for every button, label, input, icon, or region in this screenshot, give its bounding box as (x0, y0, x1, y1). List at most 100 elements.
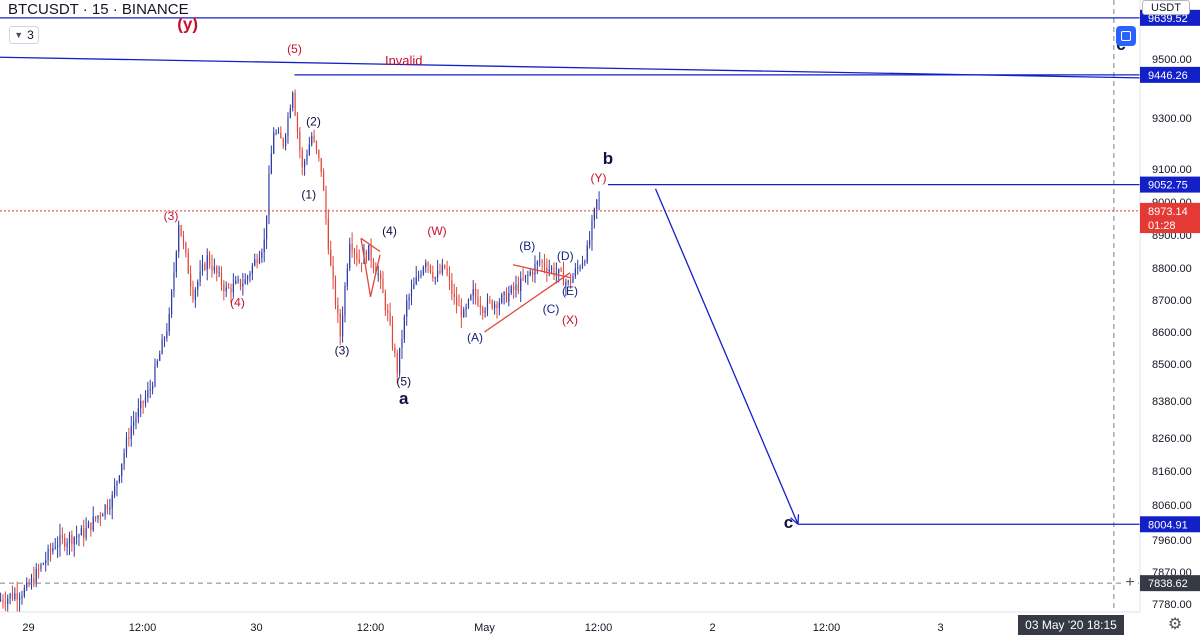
candle-body (45, 560, 47, 564)
candle-body (223, 284, 225, 292)
candle-body (19, 597, 21, 600)
candle-body (408, 296, 410, 301)
wave-label: (4) (230, 295, 245, 309)
candle-body (285, 135, 287, 147)
candle-body (380, 273, 382, 280)
candle-body (0, 599, 2, 601)
candle-body (11, 593, 14, 599)
candle-body (463, 309, 465, 318)
price-tick-label: 9500.00 (1152, 54, 1192, 66)
plus-icon[interactable]: + (1122, 575, 1138, 591)
projection-arrow (654, 188, 799, 525)
candle-body (159, 354, 161, 361)
candle-body (26, 582, 28, 589)
time-tick-label: 29 (22, 622, 34, 634)
candle-body (244, 279, 246, 284)
time-tick-label: May (474, 622, 495, 634)
wave-label: a (399, 389, 409, 408)
candle-body (263, 239, 265, 252)
price-label-text: 9052.75 (1148, 180, 1188, 192)
annotations: (y)(5)Invalid(3)(4)(2)(1)(4)(3)(5)a(W)(A… (164, 15, 1126, 532)
candle-body (209, 255, 211, 266)
candle-body (586, 245, 588, 262)
candle-body (133, 421, 135, 426)
price-tick-label: 8700.00 (1152, 295, 1192, 307)
candle-body (539, 261, 541, 263)
candle-body (144, 397, 147, 404)
wave-label: (5) (287, 42, 302, 56)
candle-body (154, 365, 156, 386)
candle-body (59, 535, 61, 546)
candle-body (522, 278, 524, 280)
pattern-line (360, 237, 381, 253)
candle-body (171, 290, 173, 314)
candle-body (85, 527, 87, 538)
candle-body (242, 283, 244, 287)
candle-body (90, 522, 92, 531)
wave-label: (4) (382, 224, 397, 238)
candle-body (372, 260, 375, 269)
candle-body (325, 190, 327, 219)
candle-body (190, 273, 192, 287)
candle-body (484, 310, 486, 313)
candle-body (61, 535, 63, 538)
candle-body (346, 268, 348, 287)
candle-body (104, 505, 106, 515)
currency-label[interactable]: USDT (1142, 0, 1190, 15)
arrow-head (790, 517, 799, 525)
candle-body (418, 275, 420, 278)
candle-body (47, 548, 49, 561)
candle-body (116, 481, 118, 486)
candle-body (256, 259, 258, 264)
time-tick-label: 3 (937, 622, 943, 634)
candle-body (83, 528, 85, 538)
candle-body (475, 289, 477, 298)
candle-body (137, 408, 139, 418)
candle-body (185, 242, 187, 253)
pattern-line (360, 238, 372, 297)
price-label-text: 9639.52 (1148, 13, 1188, 25)
autoscale-icon[interactable] (1116, 26, 1136, 46)
candle-body (399, 347, 401, 374)
candle-body (318, 150, 320, 159)
candle-body (470, 295, 472, 300)
price-axis: 9500.009300.009100.009000.008900.008800.… (1139, 0, 1200, 638)
candle-body (501, 295, 503, 303)
candle-body (320, 158, 322, 172)
gear-icon[interactable]: ⚙ (1167, 616, 1183, 633)
candle-body (296, 115, 299, 132)
candle-body (589, 239, 591, 246)
candle-body (448, 274, 451, 281)
candle-body (315, 141, 318, 151)
candle-body (111, 494, 113, 508)
candle-body (498, 302, 500, 308)
price-tick-label: 8060.00 (1152, 500, 1192, 512)
candle-body (308, 144, 310, 155)
candle-body (439, 270, 441, 273)
candle-body (510, 286, 512, 293)
price-label-text: 7838.62 (1148, 578, 1188, 590)
candle-body (598, 199, 600, 201)
candle-body (147, 390, 149, 398)
candle-body (356, 253, 358, 260)
candle-body (211, 265, 213, 271)
wave-label: (W) (427, 224, 446, 238)
candle-body (339, 313, 341, 337)
candle-body (206, 255, 208, 270)
candle-body (102, 514, 104, 517)
candle-body (572, 276, 574, 283)
candle-body (97, 515, 99, 519)
candle-body (560, 268, 562, 271)
symbol-title[interactable]: BTCUSDT · 15 · BINANCE (8, 1, 189, 18)
wave-label: b (603, 149, 613, 168)
chevron-down-icon: ▼ (14, 30, 24, 40)
price-label-text: 01:28 (1148, 220, 1176, 232)
candle-body (520, 278, 522, 292)
price-tick-label: 8260.00 (1152, 433, 1192, 445)
candle-body (425, 262, 427, 268)
interval-selector[interactable]: ▼ 3 (9, 26, 39, 44)
pattern-line (484, 272, 571, 333)
candle-body (57, 545, 59, 548)
candle-body (216, 266, 218, 274)
